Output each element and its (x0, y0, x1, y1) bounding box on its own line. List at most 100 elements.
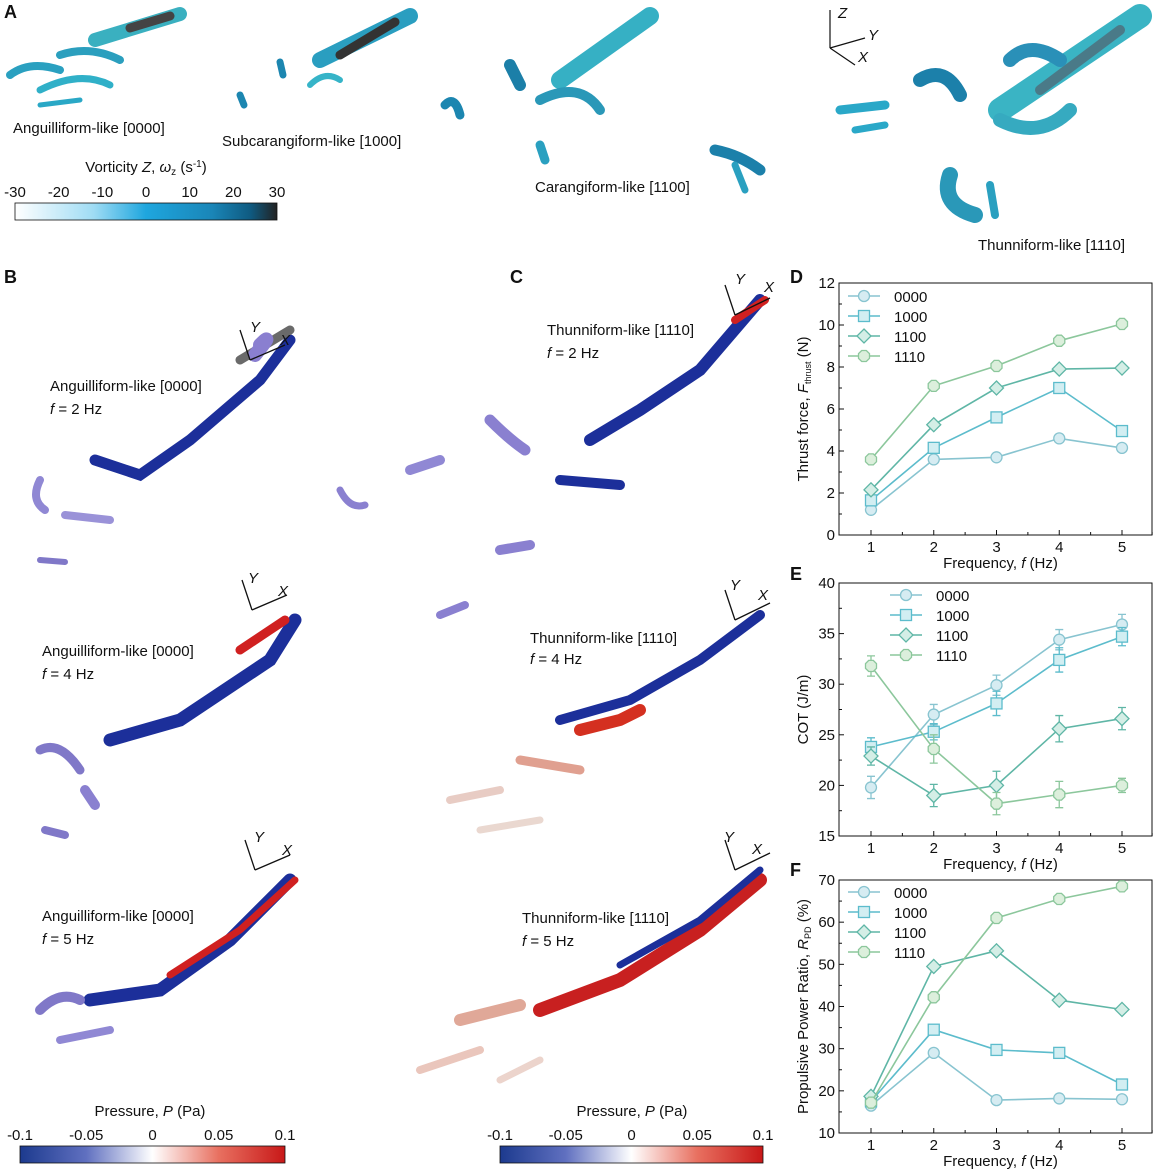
series-line (870, 437, 1123, 511)
label-b1: Anguilliform-like [0000] (50, 378, 202, 395)
label-b3: Anguilliform-like [0000] (42, 908, 194, 925)
x-axis-label-symbol: f (1021, 856, 1027, 873)
marker-octagon (864, 1096, 878, 1109)
marker-octagon (1115, 779, 1129, 792)
x-tick-label: 2 (930, 1137, 938, 1154)
chart-f: 10 20 30 40 50 60 70 1 2 3 4 5 Frequency, f (Hz) Prop… (795, 872, 1153, 1170)
vorticity-render-anguilliform (6, 7, 187, 108)
legend-label: 1100 (894, 329, 926, 346)
marker-square (899, 608, 913, 622)
vorticity-render-subcarangiform (236, 8, 418, 109)
marker-diamond (1051, 992, 1068, 1009)
marker-diamond (988, 380, 1005, 396)
legend-item-0000: 0000 (848, 289, 927, 306)
y-tick-label: 20 (818, 777, 835, 794)
vorticity-colorbar-title: Vorticity Z, ωz (s-1) (85, 159, 206, 178)
y-tick-label: 35 (818, 626, 835, 643)
pressure-colorbar-title-b: Pressure, P (Pa) (95, 1103, 206, 1120)
marker-circle (864, 781, 878, 794)
legend-item-0000: 0000 (890, 588, 969, 605)
vorticity-render-thunniform (835, 4, 1152, 223)
x-tick-label: 5 (1118, 539, 1126, 556)
label-b2: Anguilliform-like [0000] (42, 643, 194, 660)
triad-z: Z (837, 5, 848, 22)
series-0000 (864, 432, 1129, 516)
colorbar-tick-label: -0.1 (7, 1127, 33, 1144)
y-axis-label-symbol: F (795, 383, 812, 393)
x-tick-label: 4 (1055, 840, 1063, 857)
colorbar-tick-label: 0 (142, 184, 150, 201)
freq-b3: f = 5 Hz (42, 931, 94, 948)
y-tick-label: 40 (818, 999, 835, 1016)
marker-diamond (988, 942, 1005, 959)
colorbar-tick-label: -30 (4, 184, 26, 201)
pressure-render-anguilliform-2hz (32, 325, 296, 565)
y-axis-label-unit: (%) (795, 899, 812, 927)
marker-square (1115, 424, 1129, 438)
pressure-colorbar-ticks-b: -0.1 -0.05 0 0.05 0.1 (7, 1127, 295, 1144)
panel-label-f: F (790, 860, 801, 880)
marker-circle (857, 885, 871, 899)
legend-item-1110: 1110 (890, 648, 967, 665)
colorbar-tick-label: 0.1 (275, 1127, 296, 1144)
y-axis-label-subscript: PD (803, 926, 813, 939)
legend-item-1100: 1100 (890, 627, 968, 645)
marker-diamond (1114, 1001, 1130, 1018)
colorbar-tick-label: -20 (48, 184, 70, 201)
y-tick-label: 12 (818, 275, 835, 292)
axis-x-b3: X (281, 842, 293, 859)
axis-x-b1: X (279, 332, 291, 349)
panel-label-c: C (510, 267, 523, 287)
y-tick-label: 70 (818, 872, 835, 889)
series-1110 (864, 655, 1129, 816)
x-tick-label: 3 (992, 539, 1000, 556)
legend-label: 1110 (894, 945, 925, 962)
marker-diamond (1114, 360, 1130, 376)
x-tick-label: 5 (1118, 840, 1126, 857)
axis-x-c2: X (757, 587, 769, 604)
colorbar-tick-label: 10 (181, 184, 198, 201)
series-1100 (863, 942, 1130, 1105)
marker-square (1053, 381, 1066, 395)
marker-octagon (857, 349, 871, 363)
legend-label: 1000 (894, 905, 927, 922)
legend-label: 1100 (936, 628, 968, 645)
marker-octagon (1115, 317, 1129, 331)
marker-octagon (990, 359, 1003, 373)
pressure-colorbar-ticks-c: -0.1 -0.05 0 0.05 0.1 (487, 1127, 773, 1144)
axis-y-c3: Y (724, 829, 735, 846)
axis-x-b2: X (277, 583, 289, 600)
label-c2: Thunniform-like [1110] (530, 630, 677, 647)
legend-item-1100: 1100 (848, 328, 926, 346)
x-axis-label-text: Frequency, (943, 1153, 1021, 1170)
x-tick-label: 4 (1055, 539, 1063, 556)
legend-item-1000: 1000 (848, 309, 927, 326)
marker-octagon (927, 742, 940, 756)
x-tick-label: 2 (930, 539, 938, 556)
series-1000 (864, 626, 1129, 757)
x-axis-label: Frequency, f (Hz) (943, 1153, 1058, 1170)
legend-label: 0000 (894, 289, 927, 306)
marker-circle (990, 451, 1003, 464)
y-axis-label: COT (J/m) (795, 675, 812, 745)
marker-square (927, 441, 940, 455)
colorbar-tick-label: -10 (91, 184, 113, 201)
label-c3: Thunniform-like [1110] (522, 910, 669, 927)
marker-square (927, 1023, 940, 1036)
series-0000 (864, 1046, 1129, 1112)
y-tick-label: 20 (818, 1083, 835, 1100)
marker-octagon (857, 945, 871, 959)
label-carangiform: Carangiform-like [1100] (535, 179, 690, 196)
legend-label: 1110 (894, 349, 925, 366)
marker-octagon (864, 453, 878, 466)
marker-diamond (856, 328, 872, 344)
colorbar-tick-label: 0.05 (683, 1127, 712, 1144)
marker-circle (927, 453, 940, 466)
label-anguilliform: Anguilliform-like [0000] (13, 120, 165, 137)
y-tick-label: 30 (818, 1041, 835, 1058)
axis-x-c3: X (751, 841, 763, 858)
freq-b2: f = 4 Hz (42, 666, 94, 683)
freq-c2: f = 4 Hz (530, 651, 582, 668)
